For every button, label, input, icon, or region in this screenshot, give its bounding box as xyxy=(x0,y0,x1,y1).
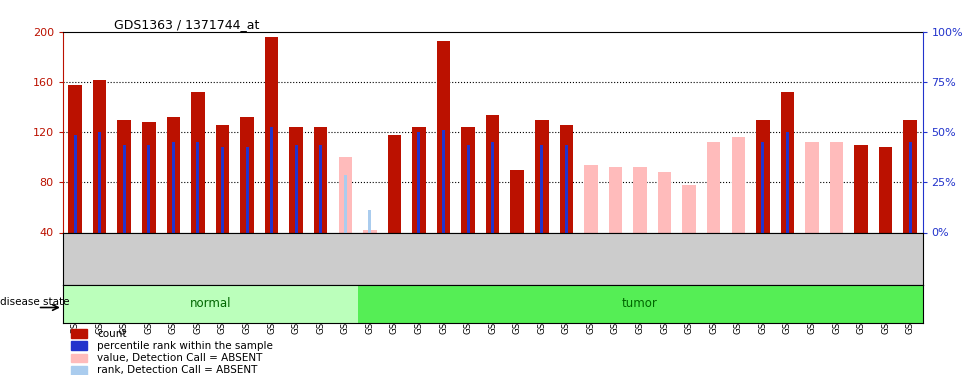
Bar xyxy=(682,185,696,232)
Bar xyxy=(118,120,131,232)
Bar xyxy=(658,172,671,232)
Bar xyxy=(781,92,794,232)
Text: disease state: disease state xyxy=(0,297,70,307)
Bar xyxy=(761,142,764,232)
Bar xyxy=(166,117,180,232)
Text: percentile rank within the sample: percentile rank within the sample xyxy=(98,341,273,351)
Bar xyxy=(99,132,101,232)
Bar xyxy=(71,341,87,350)
Bar xyxy=(609,167,622,232)
Bar xyxy=(147,145,151,232)
Bar xyxy=(295,145,298,232)
Bar xyxy=(756,120,770,232)
Bar xyxy=(786,132,789,232)
Bar xyxy=(245,147,248,232)
Bar xyxy=(412,127,426,232)
Bar xyxy=(69,84,82,232)
Bar xyxy=(71,366,87,375)
Bar xyxy=(442,130,445,232)
Bar xyxy=(241,117,254,232)
Bar xyxy=(491,142,495,232)
Bar xyxy=(540,145,543,232)
Bar xyxy=(437,40,450,232)
Bar xyxy=(634,167,647,232)
Bar xyxy=(71,329,87,338)
Bar xyxy=(290,127,303,232)
Bar xyxy=(357,285,923,322)
Bar xyxy=(731,137,745,232)
Bar xyxy=(830,142,843,232)
Bar xyxy=(191,92,205,232)
Bar xyxy=(142,122,156,232)
Text: GDS1363 / 1371744_at: GDS1363 / 1371744_at xyxy=(114,18,260,31)
Bar xyxy=(462,127,475,232)
Bar xyxy=(196,142,199,232)
Bar xyxy=(344,175,347,232)
Bar xyxy=(123,145,126,232)
Bar xyxy=(903,120,917,232)
Bar xyxy=(559,124,573,232)
Bar xyxy=(73,135,76,232)
Bar xyxy=(486,115,499,232)
Text: normal: normal xyxy=(189,297,231,310)
Bar xyxy=(363,230,377,232)
Bar xyxy=(417,132,420,232)
Text: value, Detection Call = ABSENT: value, Detection Call = ABSENT xyxy=(98,353,263,363)
Bar xyxy=(314,127,327,232)
Bar xyxy=(319,145,323,232)
Bar xyxy=(172,142,175,232)
Bar xyxy=(467,145,469,232)
Bar xyxy=(909,142,912,232)
Bar xyxy=(368,210,371,232)
Bar xyxy=(270,127,273,232)
Bar xyxy=(93,80,106,232)
Bar xyxy=(265,37,278,232)
Bar xyxy=(215,124,229,232)
Bar xyxy=(221,147,224,232)
Bar xyxy=(879,147,893,232)
Bar xyxy=(707,142,721,232)
Bar xyxy=(565,145,568,232)
Bar xyxy=(510,170,524,232)
Bar xyxy=(854,145,867,232)
Bar xyxy=(387,135,401,232)
Bar xyxy=(806,142,819,232)
Bar xyxy=(535,120,549,232)
Bar xyxy=(338,157,352,232)
Text: tumor: tumor xyxy=(622,297,658,310)
Bar xyxy=(71,354,87,362)
Text: rank, Detection Call = ABSENT: rank, Detection Call = ABSENT xyxy=(98,365,258,375)
Text: count: count xyxy=(98,328,127,339)
Bar xyxy=(584,165,598,232)
Bar xyxy=(63,285,357,322)
